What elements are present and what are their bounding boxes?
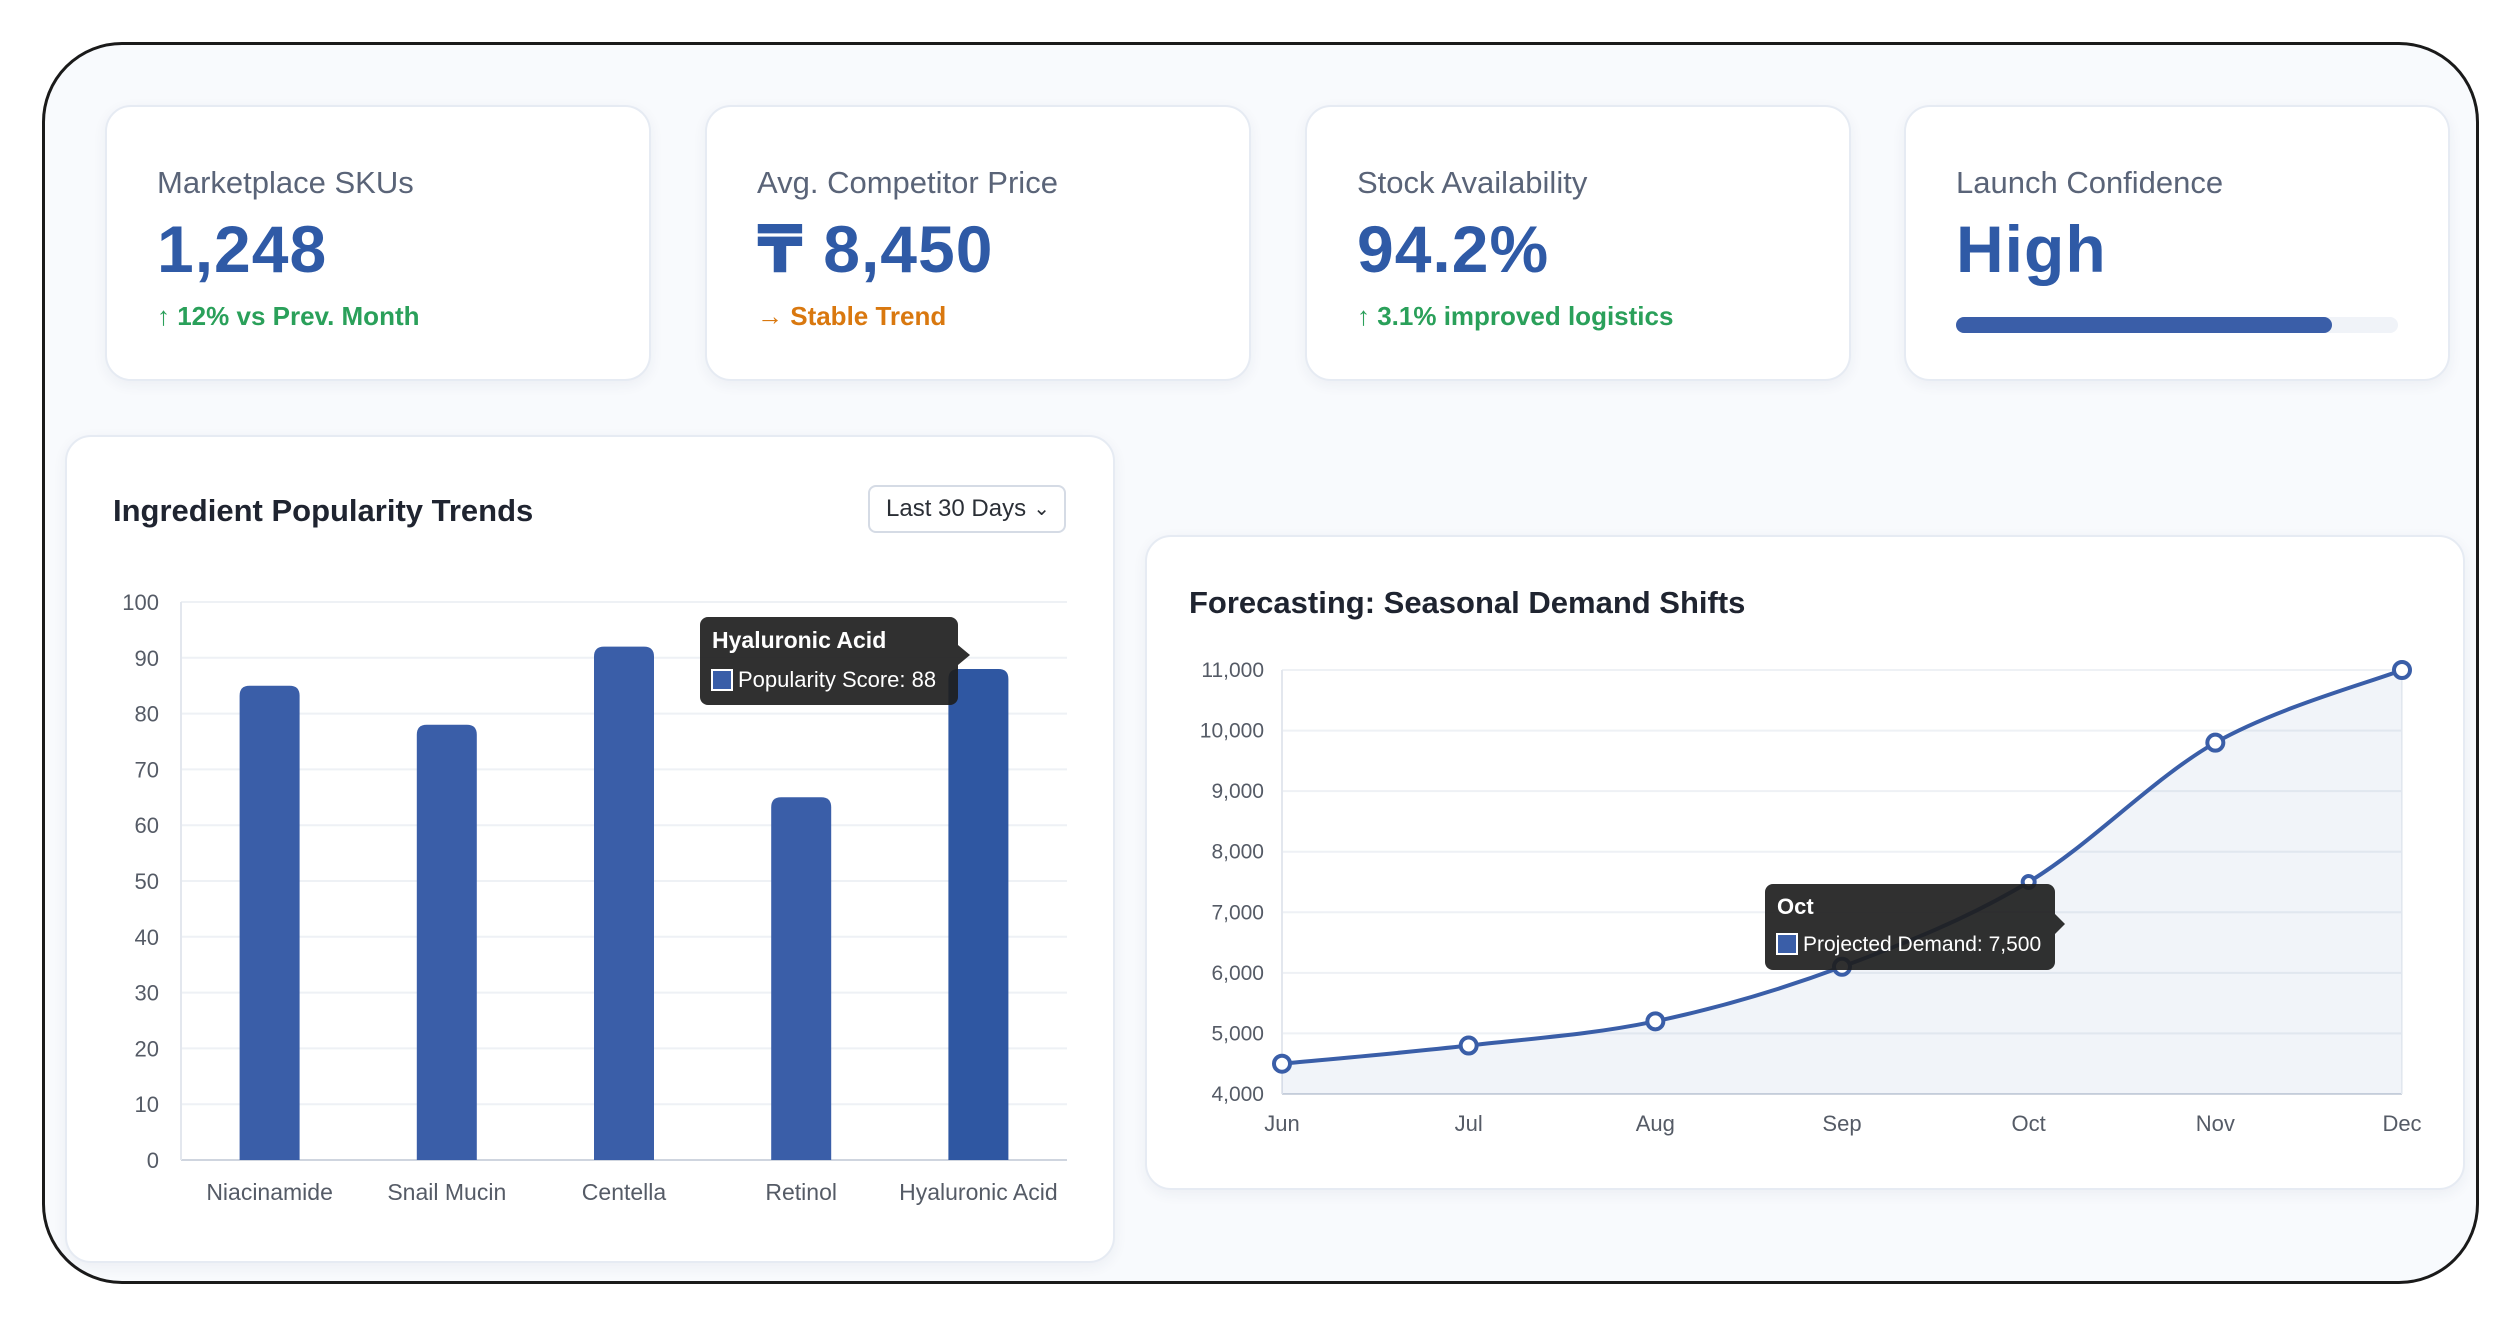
confidence-progress-fill (1956, 317, 2332, 333)
kpi-card-stock: Stock Availability 94.2% ↑ 3.1% improved… (1305, 105, 1851, 381)
data-point (1272, 1053, 1292, 1074)
y-tick-label: 90 (135, 646, 159, 671)
bar (239, 685, 300, 1160)
x-tick-label: Hyaluronic Acid (899, 1179, 1058, 1205)
y-tick-label: 9,000 (1211, 780, 1264, 803)
y-tick-label: 20 (135, 1036, 159, 1061)
chevron-down-icon: ⌄ (1033, 498, 1050, 520)
bar (594, 646, 654, 1160)
kpi-trend: → Stable Trend (757, 301, 947, 331)
tooltip-pointer (2055, 914, 2065, 934)
y-tick-label: 70 (135, 757, 159, 782)
tooltip-swatch (711, 669, 733, 691)
kpi-label: Avg. Competitor Price (757, 165, 1058, 200)
tooltip-swatch (1776, 933, 1798, 955)
x-tick-label: Niacinamide (206, 1179, 333, 1205)
area-fill (1282, 670, 2402, 1094)
kpi-label: Launch Confidence (1956, 165, 2224, 200)
bar-tooltip: Hyaluronic Acid Popularity Score: 88 (700, 617, 970, 705)
y-tick-label: 7,000 (1211, 901, 1264, 924)
y-tick-label: 11,000 (1201, 659, 1264, 682)
line-tooltip: Oct Projected Demand: 7,500 (1765, 884, 2065, 970)
data-point (2392, 660, 2412, 680)
forecast-chart-card: Forecasting: Seasonal Demand Shifts 4,00… (1145, 535, 2465, 1190)
kpi-label: Marketplace SKUs (157, 165, 414, 200)
tooltip-label: Projected Demand: 7,500 (1803, 933, 2041, 956)
tooltip-box (1765, 884, 2055, 970)
bar (948, 668, 1009, 1160)
y-tick-label: 6,000 (1211, 962, 1264, 985)
tooltip-title: Hyaluronic Acid (712, 627, 886, 653)
x-tick-label: Sep (1822, 1111, 1861, 1136)
tooltip-label: Popularity Score: 88 (738, 667, 936, 692)
popularity-bar-chart: 0 10 20 30 40 50 60 70 80 90 100 Niacinamide Snail M… (122, 590, 1067, 1205)
y-tick-label: 10 (135, 1092, 159, 1117)
data-point (1645, 1011, 1666, 1032)
confidence-progress-bar (1956, 317, 2398, 333)
popularity-chart-card: Ingredient Popularity Trends Last 30 Day… (65, 435, 1115, 1263)
bar (416, 724, 477, 1160)
x-tick-label: Oct (2012, 1111, 2046, 1136)
forecast-line-chart: 4,000 5,000 6,000 7,000 8,000 9,000 10,000 11,0… (1200, 659, 2422, 1136)
popularity-chart-title: Ingredient Popularity Trends (113, 493, 534, 528)
y-tick-label: 60 (135, 813, 159, 838)
kpi-value: 1,248 (157, 212, 328, 286)
y-tick-label: 8,000 (1211, 841, 1264, 864)
y-tick-label: 100 (122, 590, 159, 615)
y-tick-label: 30 (135, 981, 159, 1006)
y-tick-label: 4,000 (1211, 1083, 1264, 1106)
data-point (2205, 732, 2226, 753)
x-tick-label: Retinol (765, 1179, 837, 1205)
x-tick-label: Nov (2196, 1111, 2235, 1136)
tooltip-title: Oct (1777, 894, 1814, 919)
y-tick-label: 50 (135, 869, 159, 894)
y-tick-label: 80 (135, 702, 159, 727)
y-tick-label: 40 (135, 925, 159, 950)
x-tick-label: Dec (2382, 1111, 2421, 1136)
bar (771, 797, 832, 1160)
tooltip-pointer (958, 645, 970, 665)
y-tick-label: 5,000 (1211, 1022, 1264, 1045)
dashboard-frame: Marketplace SKUs 1,248 ↑ 12% vs Prev. Mo… (42, 42, 2479, 1284)
x-tick-label: Snail Mucin (387, 1179, 506, 1205)
forecast-chart-title: Forecasting: Seasonal Demand Shifts (1189, 585, 1746, 620)
kpi-trend: ↑ 12% vs Prev. Month (157, 301, 420, 331)
date-range-select[interactable]: Last 30 Days ⌄ (868, 485, 1066, 533)
kpi-value: ₸ 8,450 (757, 212, 994, 286)
kpi-value: 94.2% (1357, 212, 1550, 286)
y-tick-label: 10,000 (1200, 720, 1264, 743)
kpi-trend: ↑ 3.1% improved logistics (1357, 301, 1674, 331)
kpi-card-skus: Marketplace SKUs 1,248 ↑ 12% vs Prev. Mo… (105, 105, 651, 381)
data-point (1458, 1035, 1479, 1056)
kpi-label: Stock Availability (1357, 165, 1588, 200)
x-tick-label: Jul (1455, 1111, 1483, 1136)
x-tick-label: Jun (1264, 1111, 1299, 1136)
y-tick-label: 0 (147, 1148, 159, 1173)
kpi-card-price: Avg. Competitor Price ₸ 8,450 → Stable T… (705, 105, 1251, 381)
date-range-value: Last 30 Days (886, 495, 1027, 522)
x-tick-label: Aug (1636, 1111, 1675, 1136)
kpi-card-confidence: Launch Confidence High (1904, 105, 2450, 381)
x-tick-label: Centella (582, 1179, 667, 1205)
tooltip-box (700, 617, 958, 705)
kpi-value: High (1956, 212, 2107, 286)
